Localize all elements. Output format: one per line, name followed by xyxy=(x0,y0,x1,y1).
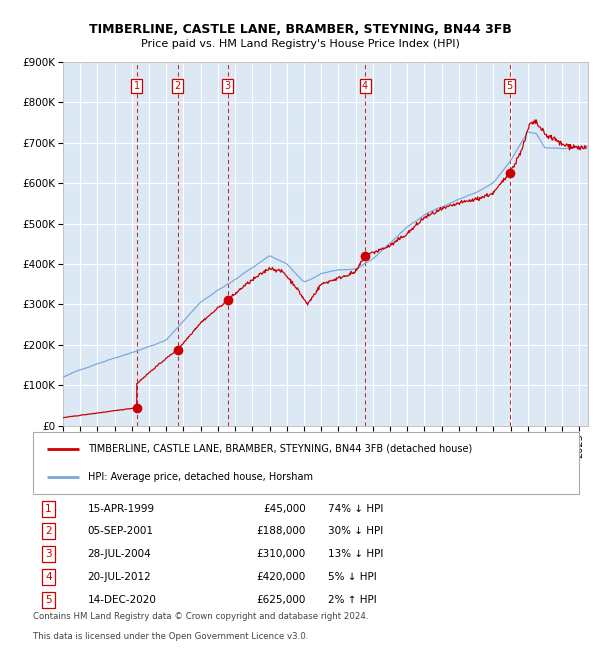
Text: 5: 5 xyxy=(506,81,513,91)
Text: 2: 2 xyxy=(175,81,181,91)
Text: 15-APR-1999: 15-APR-1999 xyxy=(88,504,155,514)
Text: This data is licensed under the Open Government Licence v3.0.: This data is licensed under the Open Gov… xyxy=(33,632,308,641)
FancyBboxPatch shape xyxy=(33,432,579,494)
Text: 14-DEC-2020: 14-DEC-2020 xyxy=(88,595,157,604)
Text: 3: 3 xyxy=(45,549,52,559)
Text: £420,000: £420,000 xyxy=(257,572,306,582)
Text: 2% ↑ HPI: 2% ↑ HPI xyxy=(328,595,377,604)
Text: £625,000: £625,000 xyxy=(257,595,306,604)
Text: 5: 5 xyxy=(45,595,52,604)
Text: 05-SEP-2001: 05-SEP-2001 xyxy=(88,526,154,536)
Text: £188,000: £188,000 xyxy=(257,526,306,536)
Text: 4: 4 xyxy=(45,572,52,582)
Text: 20-JUL-2012: 20-JUL-2012 xyxy=(88,572,151,582)
Text: 13% ↓ HPI: 13% ↓ HPI xyxy=(328,549,383,559)
Text: TIMBERLINE, CASTLE LANE, BRAMBER, STEYNING, BN44 3FB (detached house): TIMBERLINE, CASTLE LANE, BRAMBER, STEYNI… xyxy=(88,444,472,454)
Text: TIMBERLINE, CASTLE LANE, BRAMBER, STEYNING, BN44 3FB: TIMBERLINE, CASTLE LANE, BRAMBER, STEYNI… xyxy=(89,23,511,36)
Text: 74% ↓ HPI: 74% ↓ HPI xyxy=(328,504,383,514)
Text: 1: 1 xyxy=(45,504,52,514)
Text: 1: 1 xyxy=(134,81,140,91)
Text: £310,000: £310,000 xyxy=(257,549,306,559)
Text: Price paid vs. HM Land Registry's House Price Index (HPI): Price paid vs. HM Land Registry's House … xyxy=(140,39,460,49)
Text: 4: 4 xyxy=(362,81,368,91)
Text: 3: 3 xyxy=(224,81,231,91)
Text: 2: 2 xyxy=(45,526,52,536)
Text: Contains HM Land Registry data © Crown copyright and database right 2024.: Contains HM Land Registry data © Crown c… xyxy=(33,612,368,621)
Text: 5% ↓ HPI: 5% ↓ HPI xyxy=(328,572,377,582)
Text: £45,000: £45,000 xyxy=(263,504,306,514)
Text: 30% ↓ HPI: 30% ↓ HPI xyxy=(328,526,383,536)
Text: 28-JUL-2004: 28-JUL-2004 xyxy=(88,549,151,559)
Text: HPI: Average price, detached house, Horsham: HPI: Average price, detached house, Hors… xyxy=(88,473,313,482)
